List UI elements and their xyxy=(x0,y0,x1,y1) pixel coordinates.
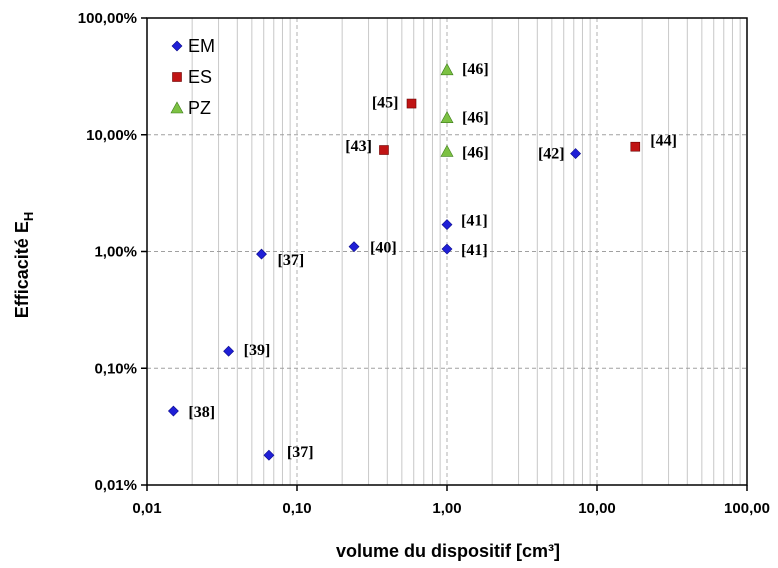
data-point-es xyxy=(406,98,417,109)
data-point-em xyxy=(441,243,453,255)
y-tick-label: 0,10% xyxy=(94,360,137,377)
point-label: [38] xyxy=(188,404,215,421)
point-label: [44] xyxy=(650,133,677,150)
point-label: [37] xyxy=(278,252,305,269)
data-point-es xyxy=(379,145,389,155)
data-point-em xyxy=(263,449,275,461)
y-axis-title: Efficacité EH xyxy=(12,212,36,318)
point-label: [41] xyxy=(461,213,488,230)
x-tick-label: 1,00 xyxy=(432,500,461,517)
point-label: [43] xyxy=(345,138,372,155)
point-label: [46] xyxy=(462,61,489,78)
y-tick-label: 10,00% xyxy=(86,127,137,144)
x-tick-label: 100,00 xyxy=(724,500,770,517)
point-label: [37] xyxy=(287,444,314,461)
y-tick-label: 100,00% xyxy=(78,10,137,27)
axes: 0,01 0,10 1,00 10,00 100,00 0,01% 0,10% 1,00% 10… xyxy=(78,10,770,517)
data-point-em xyxy=(348,241,360,253)
legend-label-pz: PZ xyxy=(188,98,211,118)
data-point-em xyxy=(167,405,179,417)
x-axis-title: volume du dispositif [cm³] xyxy=(336,541,560,561)
point-label: [40] xyxy=(370,240,397,257)
data-point-em xyxy=(256,248,267,260)
data-points xyxy=(167,63,641,461)
point-label: [46] xyxy=(462,110,489,127)
legend-marker-em xyxy=(171,40,183,52)
y-tick-label: 0,01% xyxy=(94,477,137,494)
point-label: [41] xyxy=(461,242,488,259)
point-label: [39] xyxy=(244,342,271,359)
legend-marker-pz xyxy=(170,101,184,114)
y-tick-label: 1,00% xyxy=(94,244,137,261)
data-point-em xyxy=(570,148,582,159)
point-label: [45] xyxy=(372,95,399,112)
x-tick-label: 0,01 xyxy=(132,500,161,517)
x-tick-label: 10,00 xyxy=(578,500,616,517)
axis-titles: volume du dispositif [cm³] Efficacité EH xyxy=(12,212,560,561)
data-point-es xyxy=(630,141,641,152)
grid xyxy=(146,17,748,486)
legend: EM ES PZ xyxy=(170,36,215,118)
point-label: [46] xyxy=(462,144,489,161)
data-point-pz xyxy=(440,111,454,123)
point-labels: [38] [39] [37] [37] [40] [41] [41] [42] [43] [45]… xyxy=(188,61,677,461)
data-point-em xyxy=(441,219,453,231)
data-point-pz xyxy=(440,63,454,76)
legend-label-em: EM xyxy=(188,36,215,56)
x-tick-label: 0,10 xyxy=(282,500,311,517)
data-point-em xyxy=(223,345,235,357)
legend-label-es: ES xyxy=(188,67,212,87)
point-label: [42] xyxy=(538,146,565,163)
legend-marker-es xyxy=(172,72,182,82)
y-axis-title-subscript: H xyxy=(21,212,36,221)
data-point-pz xyxy=(440,144,454,157)
